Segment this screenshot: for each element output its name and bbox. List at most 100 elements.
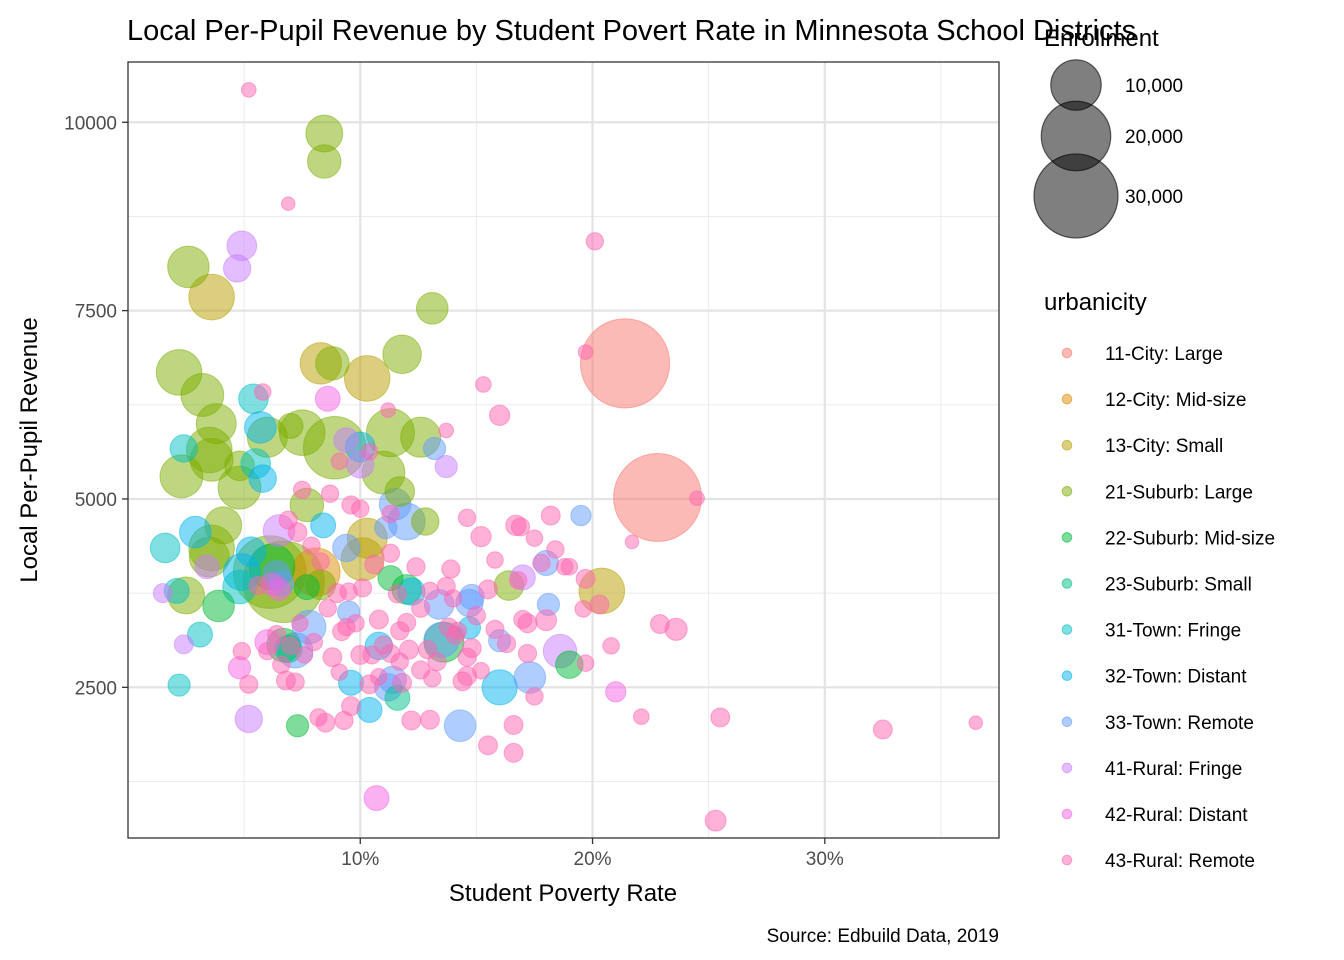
data-point (167, 673, 191, 697)
data-point (334, 710, 354, 731)
data-point (532, 553, 551, 573)
data-point (332, 533, 361, 563)
data-point (434, 454, 458, 479)
data-point (343, 355, 391, 402)
color-legend-key (1061, 393, 1073, 405)
data-point (222, 254, 252, 283)
color-legend-label: 22-Suburb: Mid-size (1105, 528, 1275, 549)
data-point (457, 647, 477, 667)
size-legend-title: Enrollment (1044, 25, 1159, 52)
data-point (443, 589, 463, 608)
data-point (576, 654, 595, 673)
data-point (356, 696, 383, 723)
data-point (173, 634, 194, 655)
data-point (337, 617, 356, 637)
size-legend-label: 10,000 (1125, 76, 1183, 97)
data-point (253, 383, 272, 401)
x-axis-label: Student Poverty Rate (449, 880, 677, 907)
data-point (387, 584, 408, 604)
data-point (194, 554, 220, 580)
data-point (293, 574, 320, 601)
data-point (302, 536, 321, 555)
data-point (535, 609, 558, 632)
data-point (577, 344, 594, 360)
data-point (179, 515, 212, 549)
x-tick-label: 10% (341, 849, 379, 870)
data-point (267, 624, 287, 645)
data-point (438, 422, 455, 439)
data-point (555, 557, 574, 576)
data-point (291, 614, 309, 633)
data-point (368, 609, 389, 630)
data-point (390, 652, 409, 671)
grid-lines (128, 62, 999, 838)
color-legend-label: 41-Rural: Fringe (1105, 759, 1242, 780)
data-point (624, 534, 640, 550)
size-legend-key (1033, 153, 1119, 239)
data-point (384, 476, 416, 507)
data-point (381, 504, 400, 524)
chart-title: Local Per-Pupil Revenue by Student Pover… (127, 15, 1136, 47)
y-tick-label: 10000 (64, 113, 117, 134)
data-point (710, 707, 731, 728)
data-point (258, 641, 277, 661)
color-legend-key (1061, 439, 1073, 451)
color-legend-key (1061, 578, 1073, 589)
data-point (267, 577, 291, 601)
color-legend-label: 43-Rural: Remote (1105, 851, 1255, 872)
data-point (307, 144, 342, 179)
data-point (704, 809, 727, 832)
data-point (475, 376, 492, 393)
data-point (315, 346, 350, 381)
color-legend-key (1061, 347, 1073, 359)
data-point (570, 504, 592, 527)
data-point (517, 643, 538, 664)
data-point (285, 714, 310, 738)
data-point (363, 785, 390, 812)
data-point (419, 709, 440, 730)
data-point (295, 646, 314, 664)
data-point (422, 436, 447, 461)
data-point (632, 708, 650, 726)
data-point (339, 582, 358, 601)
data-point (244, 411, 277, 444)
data-point (202, 589, 235, 623)
data-point (333, 427, 360, 454)
data-point (423, 669, 442, 688)
plot-panel-border (127, 61, 1000, 839)
color-legend-label: 21-Suburb: Large (1105, 482, 1253, 503)
data-point (441, 559, 461, 579)
color-legend-title: urbanicity (1044, 289, 1147, 316)
data-point (152, 583, 173, 604)
y-tick-label: 5000 (75, 490, 117, 511)
data-point (401, 710, 422, 731)
data-point (235, 536, 267, 568)
data-point (406, 557, 426, 577)
data-point (320, 484, 340, 503)
color-legend-key (1061, 854, 1073, 866)
x-tick-label: 30% (806, 849, 844, 870)
data-point (187, 621, 213, 648)
data-point (272, 655, 291, 674)
data-point (579, 318, 671, 409)
data-point (513, 609, 533, 630)
data-point (478, 579, 498, 600)
data-point (292, 480, 312, 500)
data-point (508, 571, 528, 590)
data-point (485, 619, 505, 639)
size-legend: Enrollment 10,000 20,000 30,000 (1033, 25, 1183, 239)
data-point (496, 634, 517, 654)
data-point (575, 568, 596, 589)
data-point (188, 273, 235, 321)
data-point (872, 719, 893, 740)
data-point (149, 532, 181, 564)
data-point (167, 245, 210, 289)
data-point (574, 600, 593, 618)
data-point (309, 708, 328, 727)
data-point (470, 525, 492, 548)
color-legend-key (1061, 716, 1073, 728)
data-point (311, 552, 330, 571)
data-point (351, 499, 370, 518)
data-point (280, 196, 296, 211)
data-point (330, 663, 349, 682)
